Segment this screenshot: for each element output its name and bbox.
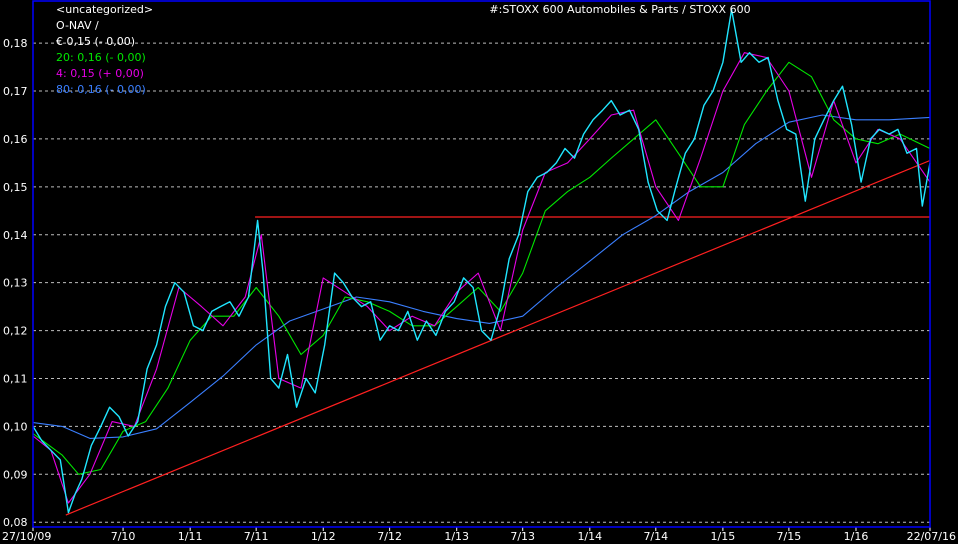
y-axis-ticks: 0,08 0,09 0,10 0,11 0,12 0,13 0,14 0,15 0,16 0,17…: [3, 37, 28, 529]
y-tick-label: 0,17: [3, 85, 28, 98]
y-tick-label: 0,15: [3, 181, 28, 194]
y-tick-label: 0,14: [3, 229, 28, 242]
chart-title: #:STOXX 600 Automobiles & Parts / STOXX …: [489, 3, 750, 16]
x-tick-label: 1/12: [311, 530, 336, 543]
plot-frame: [32, 0, 931, 528]
x-tick-label: 1/13: [444, 530, 469, 543]
category-label: <uncategorized>: [56, 3, 153, 16]
x-tick-label: 7/11: [244, 530, 269, 543]
x-tick-label: 1/11: [178, 530, 203, 543]
x-tick-label: 1/15: [711, 530, 736, 543]
x-tick-label: 7/13: [510, 530, 535, 543]
y-tick-label: 0,08: [3, 516, 28, 529]
x-tick-label: 27/10/09: [2, 530, 51, 543]
series-line-ma80: [32, 114, 931, 439]
legend-ma20: 20: 0,16 (- 0,00): [56, 51, 146, 64]
y-tick-label: 0,12: [3, 325, 28, 338]
price-label: € 0,15 (- 0,00): [56, 35, 135, 48]
y-tick-label: 0,09: [3, 468, 28, 481]
chart-subtitle: O-NAV /: [56, 19, 99, 32]
x-tick-label: 1/16: [844, 530, 869, 543]
y-tick-label: 0,18: [3, 37, 28, 50]
series-line-price: [32, 8, 931, 514]
legend-ma4: 4: 0,15 (+ 0,00): [56, 67, 144, 80]
x-tick-label: 1/14: [577, 530, 602, 543]
legend-ma80: 80: 0,16 (- 0,00): [56, 83, 146, 96]
trend-line: [65, 159, 931, 516]
x-axis-ticks: 27/10/09 7/10 1/11 7/11 1/12 7/12 1/13 7/13 1/14…: [2, 527, 956, 543]
y-tick-label: 0,11: [3, 372, 28, 385]
series-layer: [32, 8, 931, 516]
x-tick-label: 7/15: [777, 530, 802, 543]
x-tick-label: 7/12: [377, 530, 402, 543]
x-tick-label: 7/10: [111, 530, 136, 543]
x-tick-label: 22/07/16: [907, 530, 956, 543]
y-tick-label: 0,13: [3, 277, 28, 290]
y-tick-label: 0,10: [3, 420, 28, 433]
x-tick-label: 7/14: [643, 530, 668, 543]
y-tick-label: 0,16: [3, 133, 28, 146]
